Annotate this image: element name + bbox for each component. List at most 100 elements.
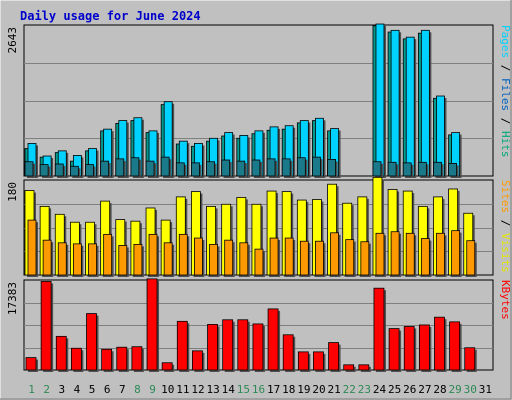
sites-bar-13 <box>224 239 234 276</box>
day-label-17: 17 <box>267 383 280 396</box>
sites-visits-panel: 180 Sites / Visits <box>6 176 512 277</box>
sites-bar-2 <box>57 242 67 276</box>
axis-legend: Pages / Files / Hits <box>499 25 512 158</box>
sites-bar-10 <box>178 233 188 276</box>
kbytes-bar-1 <box>40 281 52 371</box>
kbytes-bar-27 <box>434 316 445 371</box>
y-max-label: 180 <box>6 182 19 202</box>
kbytes-bar-10 <box>176 320 188 371</box>
pages-bar-5 <box>100 160 110 177</box>
kbytes-bar-17 <box>282 334 294 371</box>
pages-bar-17 <box>281 158 291 177</box>
kbytes-bar-28 <box>449 321 461 371</box>
sites-bar-19 <box>315 240 324 276</box>
pages-bar-25 <box>433 161 442 177</box>
day-label-29: 29 <box>449 383 462 396</box>
kbytes-bar-5 <box>101 348 113 371</box>
day-label-4: 4 <box>74 383 81 396</box>
day-label-7: 7 <box>119 383 126 396</box>
pages-bar-15 <box>251 159 261 177</box>
kbytes-bar-24 <box>388 328 400 371</box>
pages-bar-4 <box>85 164 94 177</box>
axis-legend-segment-1: / <box>499 213 512 233</box>
pages-bar-2 <box>54 163 64 177</box>
hits-bar-23 <box>405 36 415 177</box>
kbytes-bar-13 <box>222 319 234 371</box>
axis-legend-segment-0: Sites <box>499 180 512 213</box>
sites-bar-24 <box>390 231 400 276</box>
sites-bar-11 <box>194 237 203 276</box>
axis-legend-segment-4: Hits <box>499 131 512 158</box>
kbytes-bar-20 <box>328 342 339 371</box>
pages-bar-12 <box>206 161 215 177</box>
sites-bar-14 <box>239 242 249 276</box>
kbytes-bar-9 <box>161 362 173 371</box>
sites-bar-29 <box>466 240 476 276</box>
day-label-9: 9 <box>149 383 156 396</box>
pages-bar-14 <box>236 160 246 177</box>
day-label-27: 27 <box>418 383 431 396</box>
pages-bar-21 <box>372 161 382 177</box>
sites-bar-18 <box>299 240 309 276</box>
sites-bar-5 <box>103 233 113 276</box>
day-axis: 1 2 3 4 5 6 7 8 9 10 11 12 13 14 15 16 17 18 19 20 21 22 23 24 2… <box>28 383 492 396</box>
pages-bar-24 <box>417 161 427 177</box>
sites-bar-1 <box>42 239 52 276</box>
pages-bar-23 <box>402 162 412 177</box>
kbytes-bar-6 <box>116 346 128 371</box>
pages-bar-10 <box>175 162 185 177</box>
hits-bar-22 <box>390 29 400 177</box>
day-label-1: 1 <box>28 383 35 396</box>
kbytes-bar-21 <box>343 364 355 371</box>
day-label-24: 24 <box>373 383 387 396</box>
axis-legend-segment-3: / <box>499 111 512 131</box>
y-max-label: 2643 <box>6 27 19 54</box>
kbytes-panel: 17383 KBytes <box>6 278 512 372</box>
pages-bar-13 <box>221 159 231 177</box>
sites-bar-4 <box>88 243 97 276</box>
sites-bar-27 <box>436 232 445 276</box>
kbytes-bar-23 <box>373 287 385 371</box>
pages-bar-11 <box>191 162 200 177</box>
hits-bar-24 <box>420 29 430 177</box>
day-label-14: 14 <box>222 383 236 396</box>
day-label-21: 21 <box>328 383 341 396</box>
pages-bar-6 <box>115 158 125 177</box>
kbytes-bar-15 <box>252 323 264 371</box>
pages-bar-8 <box>145 160 155 177</box>
kbytes-bar-3 <box>70 347 82 371</box>
pages-bar-20 <box>327 159 336 177</box>
axis-legend-segment-1: / <box>499 58 512 78</box>
sites-bar-17 <box>284 237 294 276</box>
sites-bar-3 <box>72 243 82 276</box>
kbytes-bar-4 <box>86 313 97 371</box>
hits-files-pages-panel: 2643 Pages / Files / Hits <box>6 23 512 179</box>
kbytes-bar-16 <box>267 308 279 371</box>
sites-bar-16 <box>269 237 279 276</box>
pages-bar-0 <box>24 161 34 177</box>
day-label-6: 6 <box>104 383 111 396</box>
day-label-2: 2 <box>43 383 50 396</box>
sites-bar-21 <box>345 239 355 276</box>
kbytes-bar-18 <box>297 351 309 371</box>
sites-bar-9 <box>163 242 173 276</box>
day-label-28: 28 <box>433 383 446 396</box>
day-label-15: 15 <box>237 383 250 396</box>
day-label-31: 31 <box>479 383 492 396</box>
hits-bar-21 <box>375 23 385 177</box>
sites-bar-22 <box>360 241 370 276</box>
axis-legend: KBytes <box>499 280 512 320</box>
axis-legend: Sites / Visits <box>499 180 512 273</box>
kbytes-bar-12 <box>207 324 218 371</box>
kbytes-bar-0 <box>25 357 37 371</box>
kbytes-bar-19 <box>313 351 324 371</box>
day-label-10: 10 <box>161 383 174 396</box>
sites-bar-28 <box>451 230 461 276</box>
day-label-8: 8 <box>134 383 141 396</box>
sites-bar-23 <box>375 232 385 276</box>
sites-bar-25 <box>405 232 415 276</box>
sites-bar-6 <box>118 245 128 276</box>
kbytes-bar-29 <box>464 347 476 371</box>
axis-legend-segment-0: Pages <box>499 25 512 58</box>
day-label-13: 13 <box>206 383 219 396</box>
